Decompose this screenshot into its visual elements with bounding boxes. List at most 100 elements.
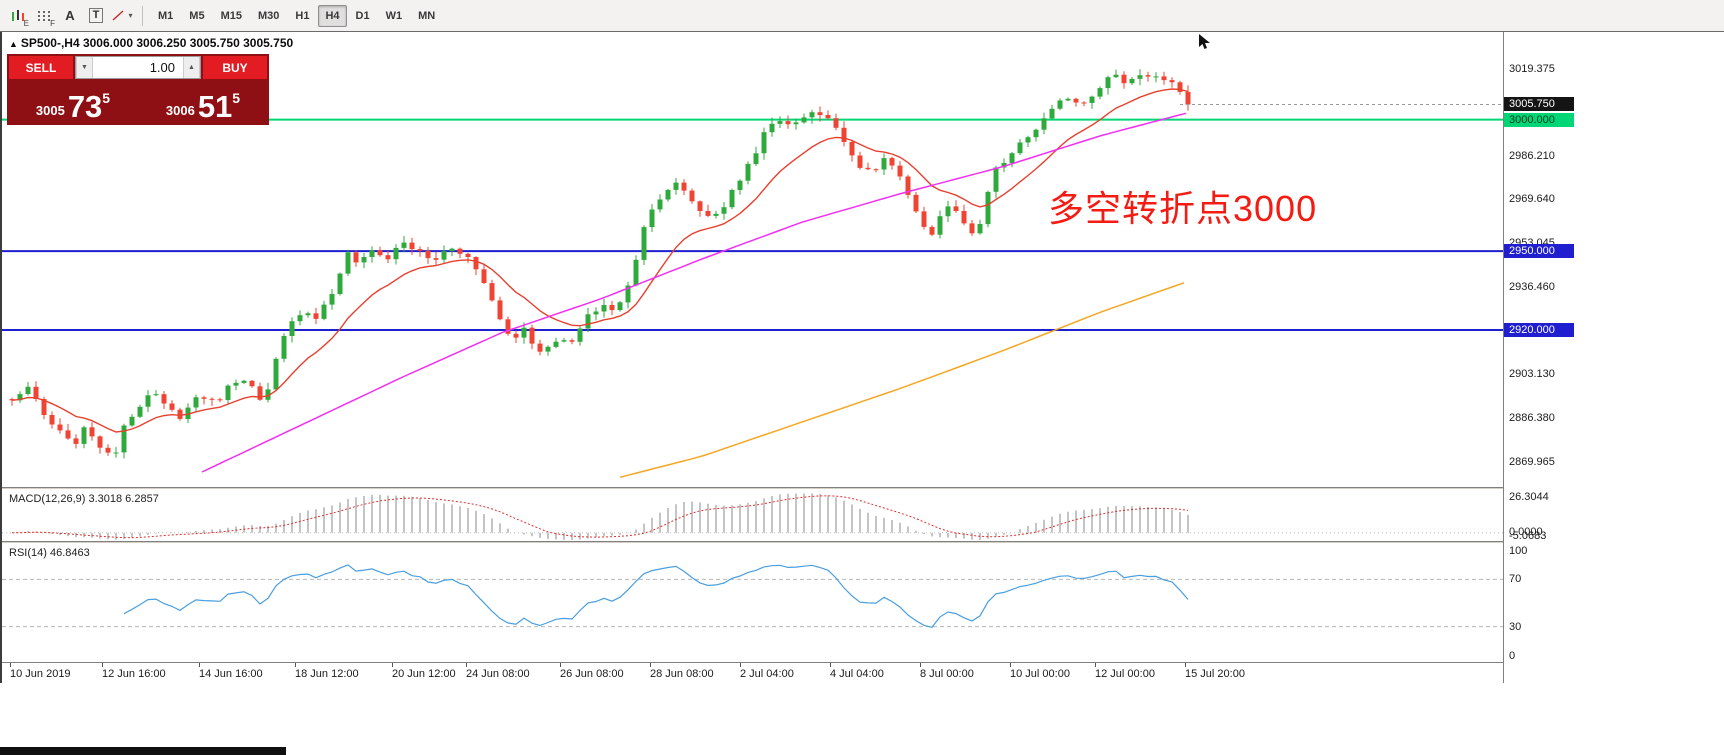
time-axis-label: 12 Jul 00:00: [1095, 668, 1155, 680]
volume-increase-button[interactable]: ▲: [183, 57, 200, 78]
tf-button-M1[interactable]: M1: [158, 9, 174, 22]
sell-button[interactable]: SELL: [9, 56, 73, 79]
one-click-trade-widget: SELL ▼ 1.00 ▲ BUY 3005 73 5: [7, 54, 269, 125]
time-tick: [650, 663, 651, 667]
buy-price-sup: 5: [232, 90, 241, 106]
time-axis-divider: [2, 662, 1576, 663]
macd-panel[interactable]: MACD(12,26,9) 3.3018 6.2857: [2, 490, 1503, 541]
bottom-status-strip: [0, 747, 286, 755]
time-axis-label: 10 Jun 2019: [10, 668, 71, 680]
price-axis-label: 2886.380: [1509, 412, 1555, 425]
time-axis[interactable]: 10 Jun 2019 12 Jun 16:00 14 Jun 16:00 18 Ju…: [2, 663, 1503, 683]
collapse-arrow-icon[interactable]: ▲: [9, 39, 18, 49]
time-tick: [466, 663, 467, 667]
rsi-axis-label: 30: [1509, 620, 1522, 633]
time-axis-label: 28 Jun 08:00: [650, 668, 714, 680]
macd-axis-label: 0.0000: [1509, 525, 1543, 538]
panel-splitter[interactable]: [2, 541, 1503, 544]
buy-price-big: 51: [197, 88, 233, 124]
time-axis-label: 2 Jul 04:00: [740, 668, 794, 680]
time-tick: [1010, 663, 1011, 667]
trendline-glyph: [112, 10, 124, 21]
time-axis-label: 20 Jun 12:00: [392, 668, 456, 680]
buy-price-main: 3006: [165, 103, 195, 118]
time-tick: [392, 663, 393, 667]
time-axis-label: 26 Jun 08:00: [560, 668, 624, 680]
time-tick: [1095, 663, 1096, 667]
time-tick: [295, 663, 296, 667]
macd-axis-label: 26.3044: [1509, 491, 1549, 503]
time-tick: [920, 663, 921, 667]
time-axis-label: 8 Jul 00:00: [920, 668, 974, 680]
time-axis-label: 14 Jun 16:00: [199, 668, 263, 680]
chart-window: ▲ SP500-,H4 3006.000 3006.250 3005.750 30…: [0, 32, 1724, 683]
indicators-grid-icon[interactable]: F: [32, 4, 56, 28]
toolbar-separator: [142, 5, 143, 26]
mouse-cursor-icon: [1199, 34, 1210, 49]
text-tool-glyph: T: [88, 8, 104, 23]
panel-splitter[interactable]: [2, 487, 1503, 490]
price-marker-label: 3000.000: [1504, 112, 1574, 127]
volume-box: ▼ 1.00 ▲: [75, 56, 201, 79]
text-tool-icon[interactable]: T: [84, 4, 108, 28]
tf-button-M5[interactable]: M5: [189, 9, 205, 22]
volume-input[interactable]: 1.00: [149, 60, 175, 75]
buy-price-display[interactable]: 3006 51 5: [139, 81, 267, 123]
price-axis-label: 2986.210: [1509, 149, 1555, 162]
macd-canvas: [2, 493, 1503, 540]
plot-column: ▲ SP500-,H4 3006.000 3006.250 3005.750 30…: [2, 32, 1576, 683]
tf-button-MN[interactable]: MN: [418, 9, 436, 22]
rsi-panel[interactable]: RSI(14) 46.8463: [2, 544, 1503, 662]
timeframe-group: M1 M5 M15 M30 H1 H4 D1 W1 MN: [150, 4, 443, 27]
sell-price-display[interactable]: 3005 73 5: [9, 81, 137, 123]
time-tick: [10, 663, 11, 667]
chart-title: ▲ SP500-,H4 3006.000 3006.250 3005.750 30…: [9, 36, 293, 50]
price-marker-label: 2920.000: [1504, 322, 1574, 337]
tf-button-W1[interactable]: W1: [385, 9, 403, 22]
icon-sub-label: E: [23, 18, 29, 28]
candlestick-chart-icon[interactable]: E: [6, 4, 30, 28]
grid-glyph: [38, 10, 50, 21]
tf-button-M30[interactable]: M30: [257, 9, 280, 22]
tf-button-H1[interactable]: H1: [295, 9, 310, 22]
cursor-tool-icon[interactable]: A: [58, 4, 82, 28]
main-chart-panel[interactable]: ▲ SP500-,H4 3006.000 3006.250 3005.750 30…: [2, 32, 1503, 487]
price-axis-label: 2936.460: [1509, 280, 1555, 293]
cursor-tool-glyph: A: [65, 8, 75, 23]
macd-label: MACD(12,26,9) 3.3018 6.2857: [9, 493, 159, 505]
rsi-label: RSI(14) 46.8463: [9, 547, 90, 559]
tf-button-D1[interactable]: D1: [355, 9, 370, 22]
rsi-axis-label: 0: [1509, 650, 1516, 662]
time-axis-label: 18 Jun 12:00: [295, 668, 359, 680]
chevron-down-icon: ▾: [128, 11, 133, 20]
price-axis-label: 2903.130: [1509, 368, 1555, 381]
time-tick: [199, 663, 200, 667]
sell-price-sup: 5: [102, 90, 111, 106]
time-axis-label: 10 Jul 00:00: [1010, 668, 1070, 680]
price-marker-label: 2950.000: [1504, 244, 1574, 259]
price-axis-label: 3019.375: [1509, 62, 1555, 75]
sell-price-main: 3005: [35, 103, 65, 118]
buy-button[interactable]: BUY: [203, 56, 267, 79]
price-axis[interactable]: 3019.375 2986.210 2969.640 2953.045 2936.460…: [1503, 32, 1724, 683]
tf-button-H4[interactable]: H4: [318, 4, 347, 27]
price-marker-label: 3005.750: [1504, 97, 1574, 112]
time-axis-label: 15 Jul 20:00: [1185, 668, 1245, 680]
candles-glyph: [12, 9, 24, 21]
chart-text-annotation: 多空转折点3000: [1048, 188, 1318, 229]
price-axis-label: 2969.640: [1509, 193, 1555, 206]
time-tick: [740, 663, 741, 667]
time-tick: [1185, 663, 1186, 667]
window-left-border: [0, 32, 2, 683]
macd-axis-label: -5.0683: [1509, 530, 1547, 542]
volume-decrease-button[interactable]: ▼: [76, 57, 93, 78]
rsi-canvas: [2, 564, 1503, 628]
time-axis-label: 12 Jun 16:00: [102, 668, 166, 680]
main-chart-canvas[interactable]: [2, 32, 1503, 487]
rsi-axis-label: 70: [1509, 573, 1522, 586]
tf-button-M15[interactable]: M15: [220, 9, 242, 22]
time-tick: [830, 663, 831, 667]
draw-tools-icon[interactable]: ▾: [110, 4, 134, 28]
rsi-axis-label: 100: [1509, 545, 1528, 557]
icon-sub-label: F: [50, 18, 55, 28]
